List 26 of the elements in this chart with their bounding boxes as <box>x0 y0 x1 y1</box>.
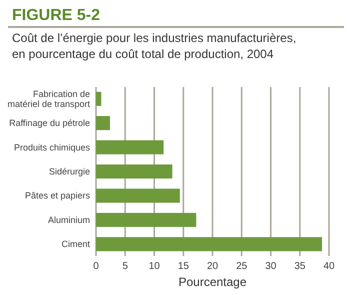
x-tick-label: 10 <box>148 261 160 272</box>
x-tick-label: 30 <box>265 261 277 272</box>
x-axis-title: Pourcentage <box>178 275 247 289</box>
chart-subtitle: Coût de l’énergie pour les industries manufacturières, en pourcentage du coût total de production, 2004 <box>12 31 296 61</box>
y-tick-label: Sidérurgie <box>48 166 90 176</box>
chart-title: FIGURE 5-2 <box>12 7 100 24</box>
y-tick-label: Raffinage du pétrole <box>9 118 90 128</box>
bar <box>96 188 180 203</box>
x-tick-label: 40 <box>323 261 335 272</box>
y-tick-label: Aluminium <box>48 214 90 225</box>
y-tick-label: Fabrication de matériel de transport <box>7 88 90 109</box>
bar <box>96 164 172 179</box>
x-tick-label: 25 <box>236 261 248 272</box>
x-tick-label: 20 <box>206 261 218 272</box>
bar <box>96 212 196 227</box>
y-tick-label: Produits chimiques <box>14 142 90 152</box>
x-tick-label: 5 <box>122 261 128 272</box>
x-tick-label: 15 <box>178 261 190 272</box>
x-tick-label: 35 <box>294 261 306 272</box>
bar <box>96 140 164 154</box>
bar <box>96 92 102 106</box>
bar <box>96 237 322 252</box>
bar <box>96 116 110 130</box>
y-tick-label: Pâtes et papiers <box>24 190 90 201</box>
y-tick-label: Ciment <box>61 239 90 250</box>
x-tick-label: 0 <box>93 261 100 272</box>
